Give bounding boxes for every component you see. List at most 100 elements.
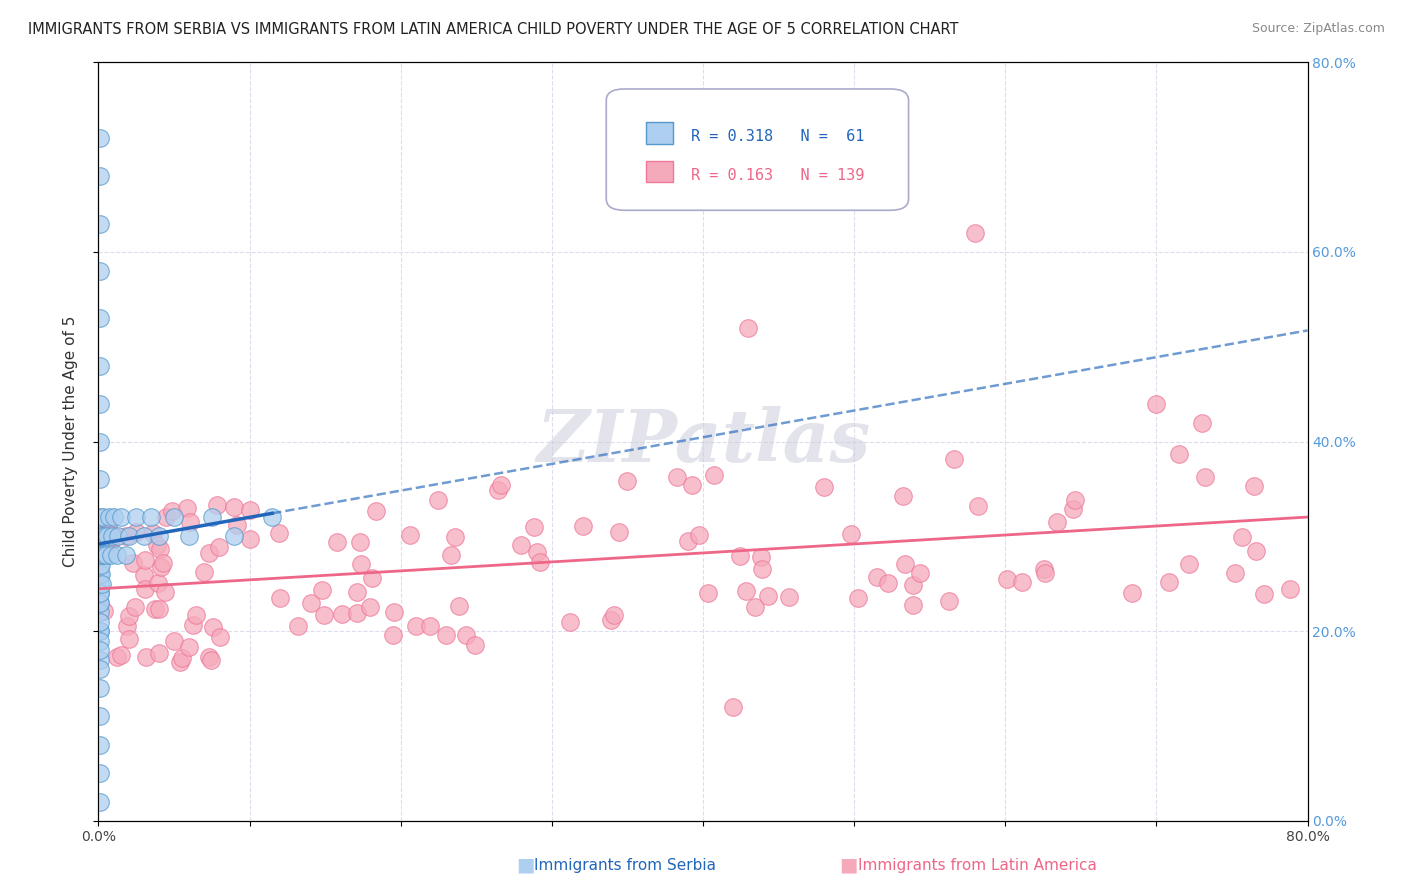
Point xyxy=(118,529,141,543)
Point xyxy=(744,600,766,615)
Point xyxy=(965,226,987,240)
Point xyxy=(1144,396,1167,410)
Point xyxy=(176,500,198,515)
Point xyxy=(96,529,118,543)
Point xyxy=(110,510,132,524)
Text: Immigrants from Serbia: Immigrants from Serbia xyxy=(534,858,716,872)
Point xyxy=(444,530,467,544)
Point xyxy=(93,604,115,618)
Point xyxy=(148,646,170,660)
Point xyxy=(666,470,689,484)
Point xyxy=(813,480,835,494)
Point xyxy=(98,510,121,524)
Point xyxy=(90,529,112,543)
Point xyxy=(728,549,751,563)
Point xyxy=(89,131,111,145)
Point xyxy=(89,596,111,610)
Point xyxy=(170,651,193,665)
Point xyxy=(115,619,138,633)
Point xyxy=(125,510,148,524)
Point xyxy=(98,536,121,550)
Point xyxy=(696,585,718,599)
Point xyxy=(1191,416,1213,430)
Point xyxy=(681,477,703,491)
Point xyxy=(114,529,136,543)
Point xyxy=(179,640,201,655)
Point xyxy=(572,519,595,533)
Point xyxy=(943,452,966,467)
Point xyxy=(89,576,111,591)
Point xyxy=(110,648,132,662)
Point xyxy=(132,529,155,543)
Point xyxy=(149,560,172,574)
Point xyxy=(676,534,699,549)
Point xyxy=(90,567,112,582)
Point xyxy=(125,524,148,539)
Point xyxy=(269,526,291,541)
Point xyxy=(901,598,924,612)
Text: R = 0.163   N = 139: R = 0.163 N = 139 xyxy=(690,168,865,183)
Point xyxy=(966,499,988,513)
Point xyxy=(89,473,111,487)
Text: ZIPatlas: ZIPatlas xyxy=(536,406,870,477)
Point xyxy=(346,606,368,620)
Point xyxy=(891,489,914,503)
Point xyxy=(141,510,163,524)
Point xyxy=(350,558,373,572)
Point xyxy=(901,578,924,592)
Point xyxy=(332,607,354,622)
Point xyxy=(89,586,111,600)
Point xyxy=(346,584,368,599)
Point xyxy=(100,536,122,550)
Point xyxy=(89,548,111,563)
Point xyxy=(89,615,111,629)
Point xyxy=(91,510,114,524)
Point xyxy=(938,594,960,608)
Point xyxy=(491,478,513,492)
Point xyxy=(89,396,111,410)
Point xyxy=(122,557,145,571)
Point xyxy=(287,619,309,633)
Point xyxy=(142,525,165,540)
Point xyxy=(224,529,246,543)
Point xyxy=(616,475,638,489)
Point xyxy=(89,633,111,648)
Point xyxy=(1225,566,1247,580)
Point xyxy=(910,566,932,580)
Point xyxy=(1033,562,1056,576)
Point xyxy=(148,529,170,543)
Point xyxy=(105,650,128,665)
Point xyxy=(163,510,186,524)
Point xyxy=(1121,586,1143,600)
Point xyxy=(1243,478,1265,492)
Point xyxy=(169,656,191,670)
Point xyxy=(239,532,262,546)
Y-axis label: Child Poverty Under the Age of 5: Child Poverty Under the Age of 5 xyxy=(63,316,77,567)
Point xyxy=(89,169,111,184)
Point xyxy=(179,529,201,543)
Point xyxy=(1244,544,1267,558)
Point xyxy=(426,492,449,507)
Point xyxy=(723,699,745,714)
Point xyxy=(105,548,128,563)
Point xyxy=(89,558,111,572)
Point xyxy=(226,518,249,533)
Point xyxy=(89,605,111,619)
Point xyxy=(560,615,582,629)
Point xyxy=(91,576,114,591)
Point xyxy=(349,535,371,549)
Point xyxy=(997,572,1019,586)
Point xyxy=(312,608,335,623)
Point xyxy=(1033,566,1056,581)
Point xyxy=(152,557,174,571)
Point xyxy=(179,516,201,530)
Point xyxy=(734,583,756,598)
Point xyxy=(89,586,111,600)
Point xyxy=(114,548,136,563)
Point xyxy=(197,545,219,559)
Point xyxy=(89,596,111,610)
Text: IMMIGRANTS FROM SERBIA VS IMMIGRANTS FROM LATIN AMERICA CHILD POVERTY UNDER THE : IMMIGRANTS FROM SERBIA VS IMMIGRANTS FRO… xyxy=(28,22,959,37)
Text: ■: ■ xyxy=(516,855,534,875)
Point xyxy=(1230,530,1253,544)
Point xyxy=(877,576,900,591)
